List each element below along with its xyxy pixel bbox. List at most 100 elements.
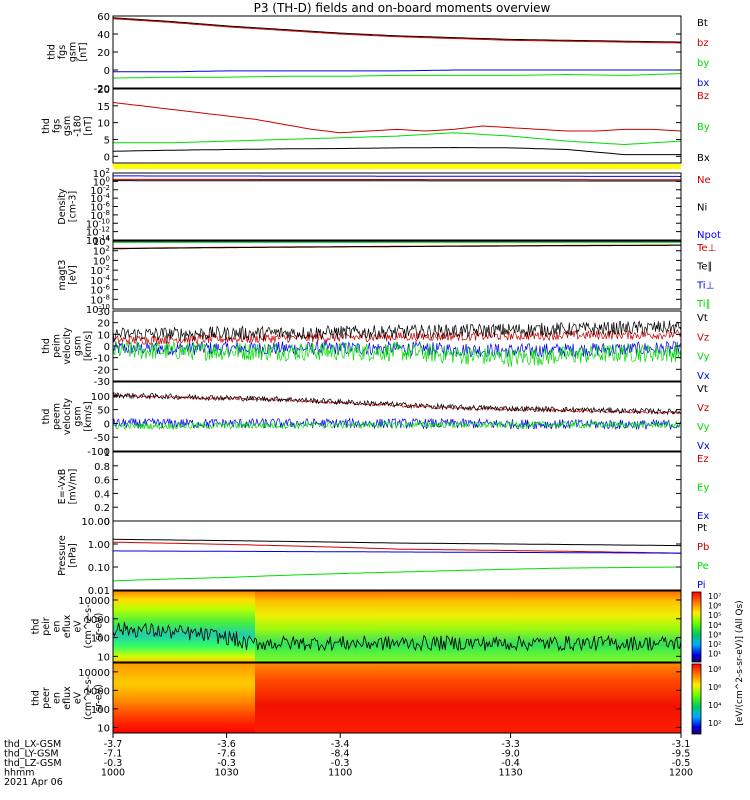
xtick-label: -0.3 (331, 758, 350, 769)
ytick-label: 10.00 (81, 517, 110, 528)
panel-frame (112, 88, 682, 164)
ytick-label: 40 (97, 30, 110, 41)
legend-entry: Te⊥ (696, 243, 716, 254)
legend-entry: Ez (697, 454, 709, 465)
series-Vy-line (112, 341, 682, 367)
xaxis-row-label: hhmm (4, 768, 35, 779)
ylabel-line: thd (31, 619, 42, 635)
ytick-label: 30 (97, 307, 110, 318)
legend-entry: Bt (697, 18, 708, 29)
legend-entry: Te∥ (696, 262, 713, 273)
panel-density: 10-1410-1210-1010-810-610-410-2100102Den… (57, 167, 721, 247)
ytick-label: 100 (91, 705, 110, 716)
ytick-exponent: -2 (103, 264, 110, 272)
legend-entry: Vz (697, 403, 709, 414)
ylabel-line: [km/s] (83, 401, 94, 431)
ylabel-line: gsm (67, 42, 78, 62)
ylabel-line: fgs (52, 119, 63, 133)
series-bz-line (112, 18, 682, 44)
ytick-label: 0.4 (94, 489, 110, 500)
panel-frame (112, 451, 682, 522)
series-by-line (112, 73, 682, 79)
ytick-label: 1.00 (88, 540, 110, 551)
series-Pe-line (112, 566, 681, 582)
series-Te-line (112, 244, 681, 250)
ylabel-line: thd (31, 690, 42, 706)
ylabel-line: en (52, 621, 63, 633)
ytick-label: 10000 (78, 668, 110, 679)
ylabel-line: en (52, 692, 63, 704)
ytick-label: 0.2 (94, 503, 110, 514)
panel-frame (112, 662, 682, 734)
legend-entry: Vy (697, 352, 710, 363)
ytick-exponent: -8 (103, 293, 110, 301)
ylabel-line: thd (41, 409, 52, 425)
colorbar-tick: 10² (708, 640, 721, 649)
ytick-label: 15 (97, 102, 110, 113)
panel-frame (112, 240, 682, 310)
panel-frame (112, 381, 682, 452)
legend-entry: Pt (697, 523, 707, 534)
ytick-label: 0.6 (94, 476, 110, 487)
ytick-label: 0.01 (88, 586, 110, 597)
heatmap-fill-late (255, 591, 681, 662)
ylabel-line: gsm (62, 116, 73, 136)
xtick-label: 1130 (499, 768, 523, 779)
ytick-exponent: -4 (103, 274, 111, 282)
ytick-exponent: 0 (106, 175, 110, 183)
ytick-label: 0 (104, 152, 110, 163)
xtick-label: -8.4 (331, 749, 350, 760)
ylabel-line: [nT] (83, 116, 94, 135)
legend-entry: Bz (697, 91, 709, 102)
colorbar-tick: 10⁶ (708, 602, 721, 611)
ytick-exponent: 4 (106, 235, 111, 243)
xtick-label: -3.4 (331, 739, 350, 750)
ylabel-line: eflux (62, 614, 73, 638)
ylabel-line: velocity (62, 398, 73, 436)
legend-entry: by (697, 58, 709, 69)
series-Vz-line (112, 393, 682, 415)
legend-entry: Vz (697, 332, 709, 343)
series-Pb-line (112, 541, 682, 554)
series-Vy-line (112, 420, 682, 431)
ylabel-line: thd (41, 118, 52, 134)
ytick-exponent: -6 (103, 201, 111, 209)
panel-frame (112, 172, 682, 241)
xtick-label: -3.6 (217, 739, 236, 750)
ytick-label: -10 (94, 354, 110, 365)
ytick-label: -50 (94, 433, 110, 444)
ytick-label: 1 (104, 448, 110, 459)
series-bx-line (113, 69, 681, 73)
xtick-label: -0.5 (672, 758, 691, 769)
ylabel-line: (cm^2-s- (83, 676, 94, 720)
series-Vt-line (112, 320, 682, 342)
colorbar-tick: 10¹ (708, 650, 721, 659)
ytick-exponent: -2 (103, 184, 110, 192)
xtick-label: 1030 (215, 768, 239, 779)
ytick-label: 0 (104, 342, 110, 353)
ylabel-line: gsm (73, 406, 84, 426)
xtick-label: -7.6 (217, 749, 236, 760)
legend-entry: Ti∥ (696, 299, 711, 310)
xaxis-row-label: thd_LX-GSM (4, 739, 61, 750)
ytick-label: 10 (97, 330, 110, 341)
colorbar-upper (691, 591, 702, 663)
series-Npot-line (113, 175, 682, 177)
panel-frame (112, 520, 682, 591)
panel-peir: 10 100 1000 10000 thd peir en eflux eV (cm^2-s-sr… (31, 590, 682, 663)
legend-entry: Pe (697, 561, 709, 572)
legend-entry: By (697, 122, 710, 133)
ytick-exponent: -6 (103, 284, 111, 292)
ylabel-line: magt3 (57, 260, 68, 291)
ylabel-line: -180 (73, 115, 84, 137)
ytick-label: 0 (104, 419, 110, 430)
ytick-exponent: -10 (99, 303, 110, 311)
ytick-label: 0 (104, 517, 110, 528)
legend-entry: Vx (697, 371, 710, 382)
panel-peer: 10 100 1000 10000 thd peer en eflux eV (cm^2-s-sr… (31, 662, 682, 734)
